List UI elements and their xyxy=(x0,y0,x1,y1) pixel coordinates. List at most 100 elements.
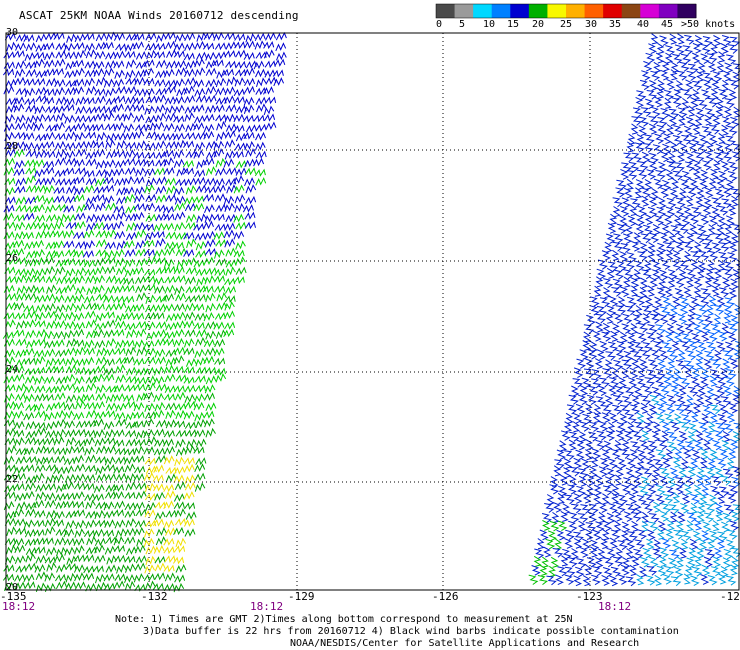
wind-barb xyxy=(33,499,45,509)
wind-barb xyxy=(674,566,684,578)
wind-barb xyxy=(636,412,645,424)
wind-barb xyxy=(125,42,136,52)
wind-barb xyxy=(545,538,556,550)
wind-barb xyxy=(597,511,606,523)
wind-barb xyxy=(33,142,45,151)
wind-barb xyxy=(14,436,25,447)
wind-barb xyxy=(679,304,689,316)
wind-barb xyxy=(84,310,96,319)
wind-barb xyxy=(235,60,247,69)
wind-barb xyxy=(153,311,165,320)
wind-barb xyxy=(84,115,96,123)
wind-barb xyxy=(663,214,673,225)
wind-barb xyxy=(611,484,620,496)
wind-barb xyxy=(13,420,25,430)
wind-barb xyxy=(24,581,36,590)
wind-barb xyxy=(4,364,16,375)
wind-barb xyxy=(46,509,57,519)
wind-barb xyxy=(34,384,46,394)
wind-barb xyxy=(714,152,724,163)
wind-barb xyxy=(625,224,634,236)
wind-barb xyxy=(165,312,177,322)
wind-barb xyxy=(722,233,732,245)
wind-barb xyxy=(649,276,658,288)
wind-barb xyxy=(659,385,670,396)
wind-barb xyxy=(655,249,665,261)
wind-barb xyxy=(658,277,667,289)
wind-barb xyxy=(44,51,55,61)
wind-barb xyxy=(34,472,45,482)
wind-barb xyxy=(173,266,185,275)
wind-barb xyxy=(26,339,37,349)
wind-barb xyxy=(596,305,608,316)
wind-barb xyxy=(173,384,185,394)
wind-barb xyxy=(256,77,267,88)
wind-barb xyxy=(45,249,57,259)
wind-barb xyxy=(712,159,721,171)
wind-barb xyxy=(5,301,17,310)
wind-barb xyxy=(649,394,660,406)
color-scale-label: 40 xyxy=(637,19,650,30)
wind-barb xyxy=(656,332,665,344)
wind-barb xyxy=(183,347,195,356)
wind-barb xyxy=(671,177,680,189)
wind-barb xyxy=(205,104,216,114)
wind-barb xyxy=(14,122,26,131)
wind-barb xyxy=(103,510,115,519)
wind-barb xyxy=(83,393,95,402)
wind-barb xyxy=(73,231,85,240)
wind-barb xyxy=(539,564,548,576)
wind-barb xyxy=(731,476,740,488)
wind-barb xyxy=(44,492,56,502)
wind-barb xyxy=(235,160,247,169)
wind-barb xyxy=(578,468,589,479)
wind-barb xyxy=(608,458,618,469)
wind-barb xyxy=(659,467,670,478)
wind-barb xyxy=(711,476,722,486)
wind-barb xyxy=(25,68,37,77)
wind-barb xyxy=(665,45,676,56)
wind-barb xyxy=(85,499,96,510)
wind-barb xyxy=(55,528,67,537)
wind-barb xyxy=(3,61,15,70)
wind-barb xyxy=(193,149,205,159)
wind-barb xyxy=(185,257,197,267)
wind-barb xyxy=(701,564,711,576)
wind-barb xyxy=(43,330,55,340)
wind-barb xyxy=(153,375,165,385)
wind-barb xyxy=(6,41,17,52)
wind-barb xyxy=(113,580,125,589)
wind-barb xyxy=(124,267,136,277)
wind-barb xyxy=(14,581,26,590)
wind-barb xyxy=(55,42,67,51)
wind-barb xyxy=(586,314,596,326)
wind-barb xyxy=(102,176,114,185)
wind-barb xyxy=(690,135,700,146)
wind-barb xyxy=(688,63,699,74)
wind-barb xyxy=(73,339,85,348)
wind-barb xyxy=(730,278,739,290)
wind-barb xyxy=(619,251,629,262)
wind-barb xyxy=(696,394,705,406)
wind-barb xyxy=(636,90,647,101)
wind-barb xyxy=(690,296,700,308)
wind-barb xyxy=(145,122,156,132)
wind-barb xyxy=(174,274,186,284)
wind-barb xyxy=(548,565,557,577)
wind-barb xyxy=(195,184,207,193)
wind-barb xyxy=(143,528,155,538)
wind-barb xyxy=(103,373,115,382)
wind-barb xyxy=(144,509,156,518)
wind-barb xyxy=(133,211,145,221)
wind-barb xyxy=(717,215,727,227)
wind-barb xyxy=(104,159,116,169)
wind-barb xyxy=(125,205,137,214)
wind-barb xyxy=(723,423,734,434)
wind-barb xyxy=(674,277,685,288)
wind-barb xyxy=(732,224,740,234)
wind-barb xyxy=(205,94,217,104)
wind-barb xyxy=(647,440,658,451)
wind-barb xyxy=(704,395,714,406)
wind-barb xyxy=(680,340,691,351)
wind-barb xyxy=(184,328,196,338)
